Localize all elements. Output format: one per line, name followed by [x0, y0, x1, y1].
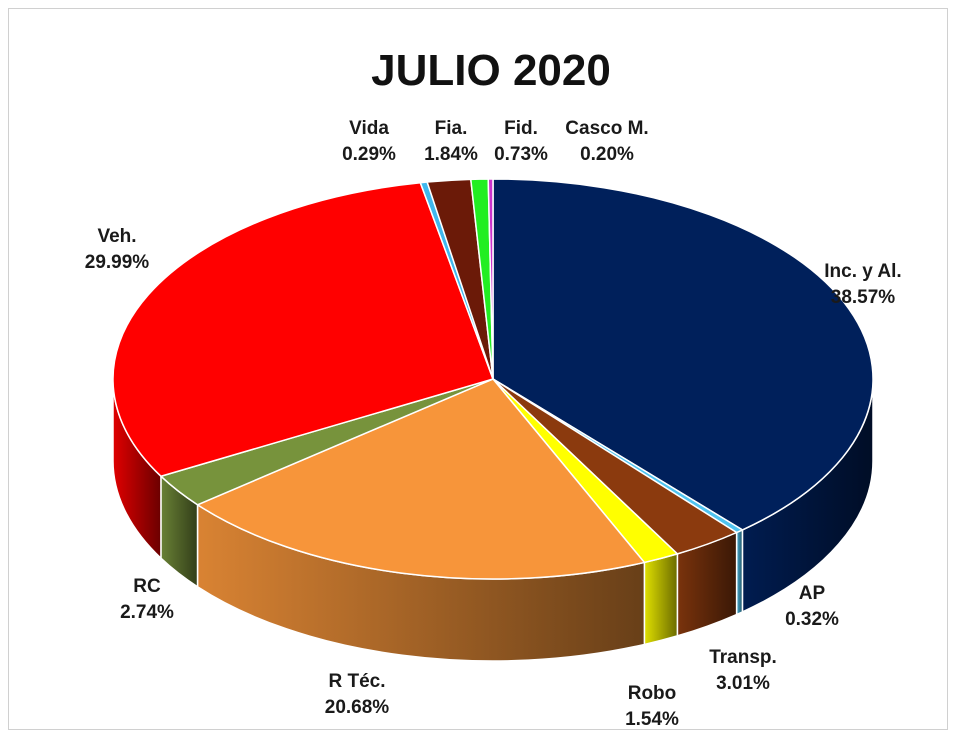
pie-chart: Inc. y Al. 38.57% AP 0.32% Transp. 3.01% Robo 1… [85, 46, 902, 730]
slice-veh [112, 181, 494, 477]
label-name-casco-m: Casco M. [565, 118, 648, 139]
label-name-robo: Robo [628, 683, 677, 704]
label-name-r-tec: R Téc. [328, 671, 385, 692]
pie-labels: Inc. y Al. 38.57% AP 0.32% Transp. 3.01% Robo 1… [85, 118, 902, 730]
label-value-casco-m: 0.20% [580, 144, 634, 165]
pie-slices [112, 178, 874, 580]
label-value-transp: 3.01% [716, 673, 770, 694]
pie-sides [112, 378, 874, 662]
chart-frame: Inc. y Al. 38.57% AP 0.32% Transp. 3.01% Robo 1… [8, 8, 948, 730]
label-name-vida: Vida [349, 118, 389, 139]
label-value-veh: 29.99% [85, 252, 150, 273]
label-value-ap: 0.32% [785, 609, 839, 630]
slice-inc-y-al [492, 178, 874, 531]
label-value-fid: 0.73% [494, 144, 548, 165]
label-value-vida: 0.29% [342, 144, 396, 165]
slice-r-tec [196, 378, 646, 580]
label-name-inc-y-al: Inc. y Al. [824, 261, 901, 282]
label-name-fid: Fid. [504, 118, 538, 139]
label-value-rc: 2.74% [120, 602, 174, 623]
label-value-fia: 1.84% [424, 144, 478, 165]
slice-casco-m [487, 178, 494, 380]
label-name-rc: RC [133, 576, 161, 597]
slice-side-ap [735, 528, 744, 616]
label-value-r-tec: 20.68% [325, 697, 390, 718]
chart-title: JULIO 2020 [371, 46, 611, 95]
slice-side-robo [643, 552, 679, 646]
label-value-inc-y-al: 38.57% [831, 287, 896, 308]
label-name-veh: Veh. [97, 226, 136, 247]
label-name-ap: AP [799, 583, 826, 604]
label-name-transp: Transp. [709, 647, 777, 668]
label-name-fia: Fia. [435, 118, 468, 139]
label-value-robo: 1.54% [625, 709, 679, 730]
